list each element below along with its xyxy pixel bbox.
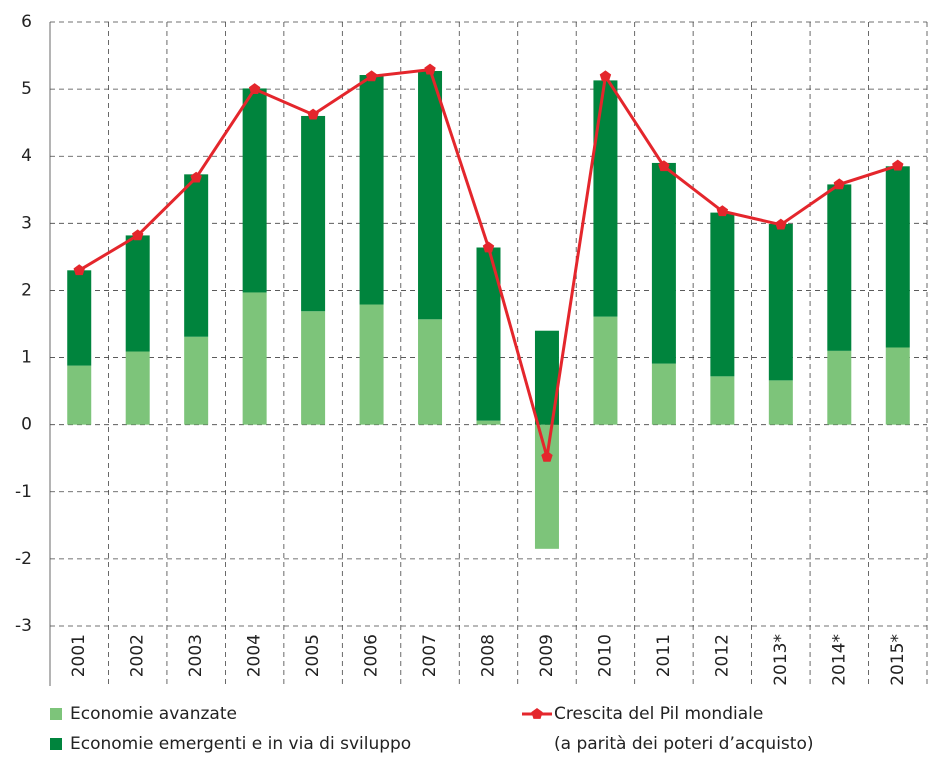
line-marker (248, 83, 261, 94)
line-marker (131, 229, 144, 241)
bar (184, 174, 209, 337)
line-marker (424, 63, 436, 75)
bar (710, 212, 735, 377)
bar (827, 184, 852, 351)
legend-swatch (50, 708, 62, 720)
y-tick-label: 4 (21, 146, 32, 166)
line-marker (716, 205, 729, 217)
bar (418, 319, 443, 425)
x-tick-label: 2011 (654, 634, 674, 677)
legend-note: (a parità dei poteri d’acquisto) (554, 734, 813, 754)
y-tick-label: -3 (15, 616, 32, 636)
bar (885, 166, 910, 348)
bar (359, 75, 384, 305)
bar (593, 316, 618, 425)
bar (125, 235, 150, 352)
legend-swatch (50, 738, 62, 750)
y-tick-label: 5 (21, 79, 32, 99)
bar (242, 292, 267, 425)
x-tick-label: 2004 (245, 634, 265, 677)
bar (710, 376, 735, 425)
line-marker (365, 70, 378, 82)
line-marker (307, 108, 319, 120)
x-tick-label: 2008 (479, 634, 499, 677)
line-marker (541, 450, 553, 462)
legend-label: Economie avanzate (70, 704, 237, 724)
line-marker (833, 178, 846, 190)
x-tick-label: 2014* (829, 634, 849, 686)
y-tick-label: -1 (15, 482, 32, 502)
x-tick-label: 2006 (362, 634, 382, 677)
x-tick-label: 2007 (420, 634, 440, 677)
legend-marker (531, 708, 543, 719)
line-marker (190, 171, 202, 183)
y-tick-label: 6 (21, 12, 32, 32)
bar (301, 311, 326, 425)
y-tick-label: 0 (21, 415, 32, 435)
bar (651, 162, 676, 364)
bar (67, 365, 92, 425)
x-tick-label: 2009 (537, 634, 557, 677)
x-tick-label: 2012 (712, 634, 732, 677)
bar (827, 350, 852, 425)
line-marker (482, 241, 495, 253)
bar (651, 363, 676, 425)
bar (184, 336, 209, 425)
bar (476, 420, 501, 425)
line-marker (73, 264, 85, 276)
bar (125, 351, 150, 425)
line-marker (892, 159, 904, 171)
bar (242, 88, 267, 293)
bar (534, 424, 559, 549)
line-marker (599, 70, 612, 82)
y-tick-label: -2 (15, 549, 32, 569)
line-marker (775, 218, 787, 230)
y-tick-label: 1 (21, 348, 32, 368)
bar (67, 270, 92, 366)
x-tick-label: 2010 (595, 634, 615, 677)
bar (418, 70, 443, 320)
legend-label: Economie emergenti e in via di sviluppo (70, 734, 411, 754)
bar (359, 304, 384, 425)
bar (593, 80, 618, 317)
x-tick-label: 2001 (69, 634, 89, 677)
bar (301, 115, 326, 312)
x-tick-label: 2002 (128, 634, 148, 677)
x-tick-label: 2013* (771, 634, 791, 686)
line-marker (658, 160, 670, 172)
y-tick-label: 3 (21, 213, 32, 233)
bar (768, 380, 793, 425)
x-tick-label: 2005 (303, 634, 323, 677)
legend-label: Crescita del Pil mondiale (554, 704, 763, 724)
bar (768, 224, 793, 381)
bar (885, 347, 910, 425)
y-tick-label: 2 (21, 280, 32, 300)
x-tick-label: 2015* (888, 634, 908, 686)
x-tick-label: 2003 (186, 634, 206, 677)
